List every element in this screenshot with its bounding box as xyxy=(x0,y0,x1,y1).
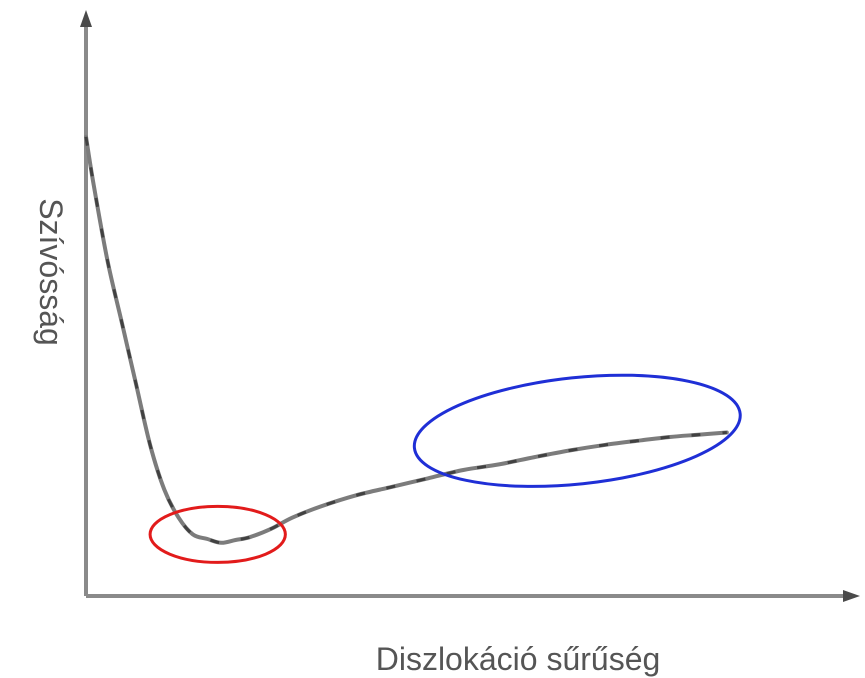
series-line-1 xyxy=(84,134,729,545)
x-axis-arrow-icon xyxy=(843,590,860,602)
series-layer xyxy=(84,134,729,545)
annotation-layer xyxy=(148,373,742,564)
y-axis-arrow-icon xyxy=(80,10,92,27)
axes xyxy=(80,10,860,602)
y-axis-label: Szívósság xyxy=(33,198,69,346)
x-axis-label: Diszlokáció sűrűség xyxy=(376,641,661,677)
highlight-ellipse-2 xyxy=(412,373,742,488)
highlight-ellipse-1 xyxy=(148,504,287,564)
